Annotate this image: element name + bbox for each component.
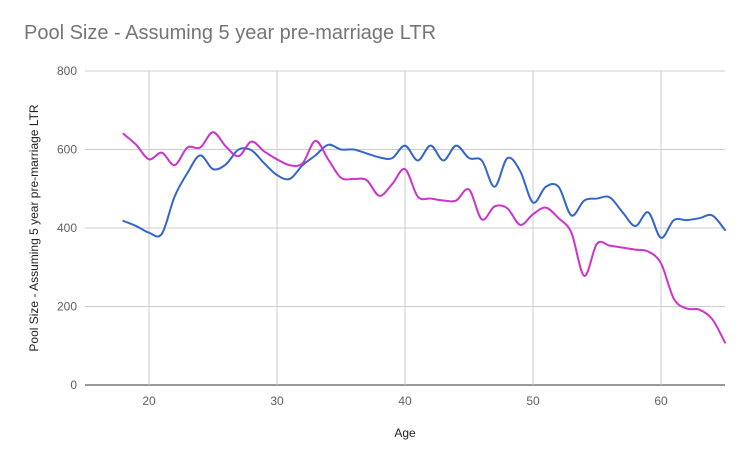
y-tick-label: 400 [57, 221, 77, 235]
y-tick-label: 200 [57, 300, 77, 314]
x-tick-label: 20 [142, 394, 156, 408]
series-lines [122, 131, 726, 344]
x-tick-label: 30 [270, 394, 284, 408]
y-tick-label: 600 [57, 143, 77, 157]
x-tick-label: 50 [526, 394, 540, 408]
y-tick-label: 800 [57, 64, 77, 78]
series-line-1 [122, 143, 726, 239]
chart-title: Pool Size - Assuming 5 year pre-marriage… [24, 22, 437, 44]
x-axis-title: Age [394, 426, 416, 440]
series-line-2 [122, 131, 726, 344]
grid-lines [85, 70, 725, 386]
x-tick-label: 60 [654, 394, 668, 408]
x-tick-label: 40 [398, 394, 412, 408]
tick-labels: 0 200 400 600 800 20 30 40 50 60 [57, 64, 668, 408]
y-axis-title: Pool Size - Assuming 5 year pre-marriage… [27, 104, 41, 352]
y-tick-label: 0 [70, 378, 77, 392]
